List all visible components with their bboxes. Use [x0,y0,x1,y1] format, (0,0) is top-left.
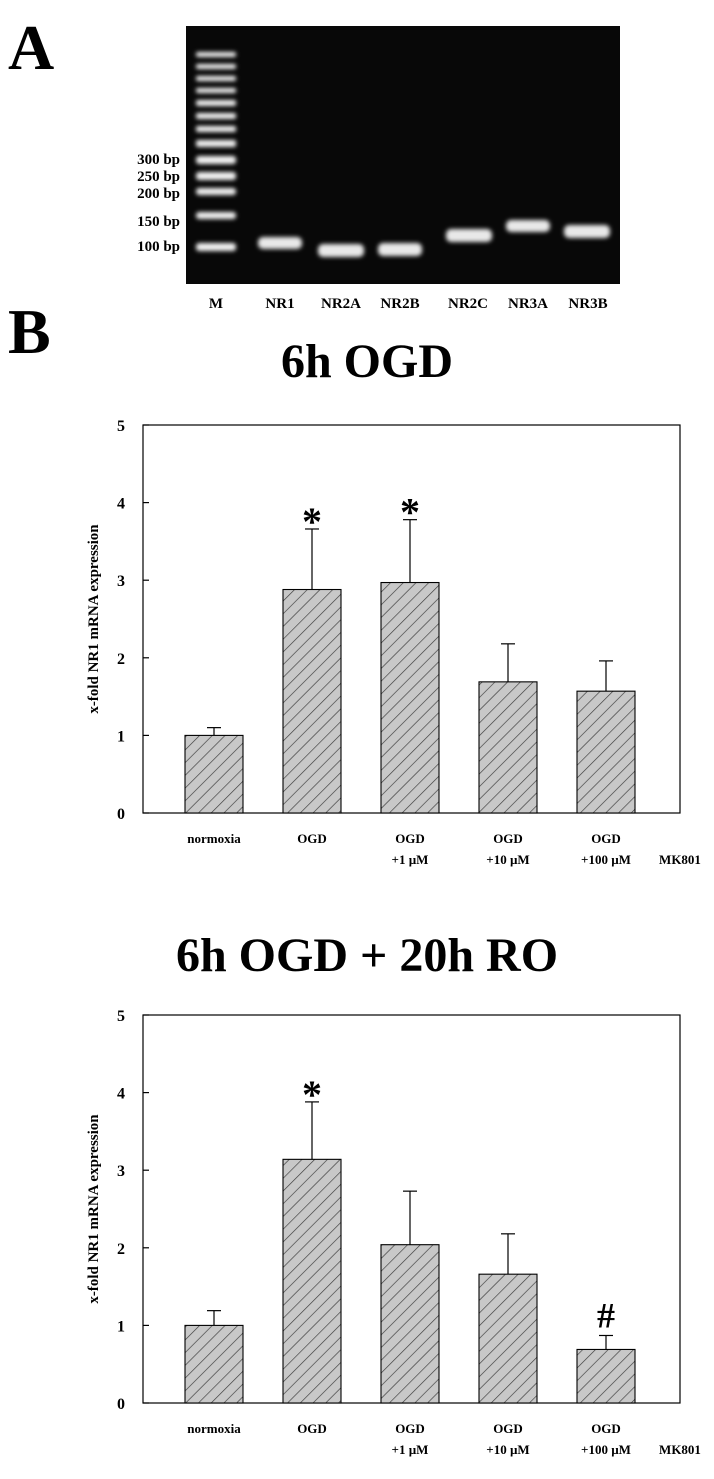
significance-marker: * [302,499,322,544]
treatment-label: MK801 [659,1442,701,1457]
y-tick-label: 0 [117,806,125,823]
marker-label: 250 bp [137,169,180,185]
ladder-band [196,126,236,132]
bar [283,590,341,813]
ladder-band [196,172,236,180]
category-label: OGD [493,831,523,846]
category-label: +10 µM [486,1442,529,1457]
bar [577,691,635,813]
category-label: OGD [493,1421,523,1436]
y-tick-label: 3 [117,573,125,590]
gel-electrophoresis-image: 300 bp 250 bp 200 bp 150 bp 100 bp M NR1… [0,0,714,320]
bar [479,1274,537,1403]
marker-label: 100 bp [137,239,180,255]
lane-label: NR2A [321,296,361,312]
category-label: OGD [297,831,327,846]
chart-title-6h-ogd: 6h OGD [10,338,714,386]
ladder-band [196,52,236,57]
bar [185,735,243,813]
ladder-band [196,156,236,164]
band-nr3a [506,220,550,232]
bar [577,1349,635,1403]
lane-label: NR1 [265,296,294,312]
category-label: +1 µM [392,1442,429,1457]
lane-label: NR3B [568,296,607,312]
band-nr3b [564,225,610,238]
y-tick-label: 1 [117,1318,125,1335]
band-nr1 [258,237,302,249]
marker-label: 200 bp [137,186,180,202]
chart-title-6h-ogd-20h-ro: 6h OGD + 20h RO [10,932,714,980]
category-label: OGD [297,1421,327,1436]
y-axis-label: x-fold NR1 mRNA expression [86,524,102,714]
category-label: OGD [591,831,621,846]
ladder-band [196,64,236,69]
category-label: normoxia [187,831,241,846]
ladder-band [196,88,236,93]
category-label: OGD [395,1421,425,1436]
bar [185,1325,243,1403]
ladder-band [196,113,236,119]
bar [381,583,439,813]
category-label: +100 µM [581,852,631,867]
category-label: normoxia [187,1421,241,1436]
lane-label: M [209,296,223,312]
y-tick-label: 3 [117,1163,125,1180]
significance-marker: * [302,1072,322,1117]
bar-chart-6h-ogd: 0 1 2 3 4 5 x-fold NR1 mRNA expression normoxia… [0,400,714,880]
category-label: +1 µM [392,852,429,867]
category-label: +100 µM [581,1442,631,1457]
y-tick-label: 4 [117,496,125,513]
bar [381,1245,439,1403]
category-label: OGD [395,831,425,846]
band-nr2a [318,244,364,257]
ladder-band [196,212,236,219]
lane-label: NR2C [448,296,488,312]
ladder-band [196,188,236,195]
significance-marker: # [597,1295,615,1335]
ladder-band [196,243,236,251]
bar-chart-6h-ogd-20h-ro: 0 1 2 3 4 5 x-fold NR1 mRNA expression normoxia… [0,990,714,1479]
y-tick-label: 2 [117,1241,125,1258]
treatment-label: MK801 [659,852,701,867]
ladder-band [196,140,236,147]
band-nr2c [446,229,492,242]
y-axis-label: x-fold NR1 mRNA expression [86,1114,102,1304]
marker-label: 300 bp [137,152,180,168]
significance-marker: * [400,490,420,535]
y-tick-label: 2 [117,651,125,668]
y-tick-label: 1 [117,728,125,745]
bar [283,1159,341,1403]
lane-label: NR2B [380,296,419,312]
y-tick-label: 5 [117,418,125,435]
ladder-band [196,100,236,106]
lane-label: NR3A [508,296,548,312]
category-label: OGD [591,1421,621,1436]
band-nr2b [378,243,422,256]
ladder-band [196,76,236,81]
y-tick-label: 0 [117,1396,125,1413]
bar [479,682,537,813]
category-label: +10 µM [486,852,529,867]
y-tick-label: 5 [117,1008,125,1025]
marker-label: 150 bp [137,214,180,230]
y-tick-label: 4 [117,1086,125,1103]
